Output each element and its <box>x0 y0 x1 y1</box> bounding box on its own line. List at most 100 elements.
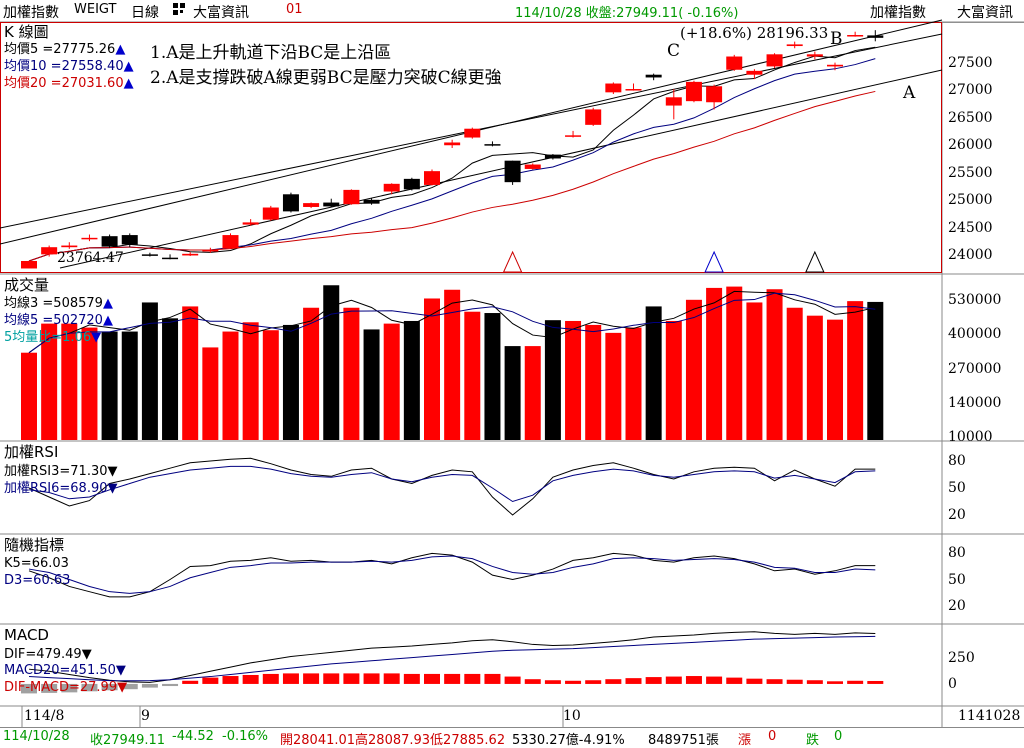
kline-ytick: 25500 <box>948 164 993 181</box>
osc-bar <box>585 680 602 684</box>
osc-bar <box>121 683 138 690</box>
volume-bar <box>403 320 420 440</box>
candle-body <box>806 54 823 57</box>
candle-body <box>282 194 299 212</box>
candle-body <box>625 89 642 91</box>
ma20-line <box>28 90 876 262</box>
macd-ytick: 0 <box>948 675 957 692</box>
grid-icon[interactable] <box>172 2 186 20</box>
status-close: 收27949.11 <box>90 733 166 748</box>
volume-bar <box>645 306 662 440</box>
status-bar: 114/10/28 收27949.11 -44.52 -0.16% 開28041… <box>0 727 1024 748</box>
candle-body <box>746 70 763 75</box>
rsi-title: 加權RSI <box>4 443 59 461</box>
signal-triangle <box>704 250 724 273</box>
ma10-label: 均價10 =27558.40▲ <box>4 59 134 74</box>
candle-body <box>162 257 179 260</box>
osc-bar <box>665 676 682 684</box>
volume-bar <box>343 307 360 440</box>
volume-bar <box>585 324 602 440</box>
volume-bar <box>242 322 259 440</box>
volume-bar <box>121 331 138 440</box>
osc-bar <box>867 680 884 684</box>
osc-bar <box>363 673 380 684</box>
osc-bar <box>162 683 179 687</box>
candle-body <box>323 202 340 207</box>
index-code: WEIGT <box>74 2 117 17</box>
macd-title: MACD <box>4 626 49 644</box>
status-change: -44.52 <box>172 729 214 744</box>
osc-bar <box>464 673 481 684</box>
volume-bar <box>867 301 884 440</box>
candle-body <box>544 154 561 159</box>
osc-bar <box>262 673 279 684</box>
candle-body <box>363 199 380 204</box>
status-pct: -0.16% <box>222 729 268 744</box>
osc-bar <box>41 683 58 693</box>
osc-bar <box>61 683 78 693</box>
rsi-ytick: 20 <box>948 507 966 523</box>
candle-body <box>786 44 803 47</box>
candle-body <box>222 235 239 249</box>
osc-bar <box>685 676 702 684</box>
osc-bar <box>524 679 541 684</box>
line-a-label: A <box>903 83 916 103</box>
date-code: 1141028 <box>958 708 1021 724</box>
candle-body <box>766 54 783 67</box>
volume-bar <box>222 331 239 440</box>
annotation-2: 2.A是支撐跌破A線更弱BC是壓力突破C線更強 <box>150 68 502 88</box>
status-down-value: 0 <box>834 729 843 744</box>
volume-bar <box>524 346 541 440</box>
osc-bar <box>786 679 803 684</box>
osc-bar <box>504 676 521 684</box>
status-volume: 5330.27億-4.91% <box>512 733 625 748</box>
candle-body <box>685 81 702 102</box>
volume-bar <box>141 302 158 440</box>
candle-body <box>182 253 199 256</box>
volume-bar <box>101 331 118 440</box>
candle-body <box>141 254 158 256</box>
osc-bar <box>726 677 743 684</box>
kline-ytick: 24000 <box>948 247 993 264</box>
volume-bar <box>464 311 481 440</box>
volume-bar <box>786 307 803 440</box>
osc-bar <box>847 680 864 684</box>
osc-bar <box>383 673 400 684</box>
vol-ma3-line <box>28 290 876 354</box>
quote-text: 114/10/28 收盤:27949.11( -0.16%) <box>515 6 739 21</box>
candle-body <box>484 144 501 146</box>
volume-ytick: 270000 <box>948 360 1002 377</box>
low-label: 23764.47 <box>57 250 124 266</box>
status-date: 114/10/28 <box>3 729 70 744</box>
volume-bar <box>504 346 521 440</box>
volume-bar <box>565 320 582 440</box>
vol-ma5-label: 均線5 =502720▲ <box>4 313 113 328</box>
osc-bar <box>484 673 501 684</box>
status-down-label: 跌 <box>806 733 820 748</box>
provider: 大富資訊 <box>193 5 249 21</box>
volume-bar <box>706 287 723 440</box>
channel-line-a <box>59 69 943 269</box>
signal-triangle <box>805 250 825 273</box>
period-label[interactable]: 日線 <box>131 5 159 21</box>
candle-body <box>41 247 58 255</box>
volume-bar <box>847 301 864 440</box>
macd-label: MACD20=451.50▼ <box>4 663 126 678</box>
status-up-label: 漲 <box>738 733 752 748</box>
volume-bar <box>605 332 622 440</box>
volume-bar <box>444 289 461 440</box>
status-lots: 8489751張 <box>648 733 719 748</box>
osc-bar <box>766 679 783 684</box>
volume-bar <box>41 323 58 440</box>
header-bar: 加權指數 WEIGT 日線 大富資訊 01 114/10/28 收盤:27949… <box>0 0 1024 23</box>
candle-body <box>403 178 420 190</box>
osc-bar <box>323 673 340 684</box>
volume-bar <box>827 319 843 440</box>
candle-body <box>847 35 864 37</box>
macd-line <box>28 635 876 682</box>
status-ohl: 開28041.01高28087.93低27885.62 <box>280 733 506 748</box>
volume-bar <box>303 307 320 440</box>
candle-body <box>383 183 400 192</box>
index-name: 加權指數 <box>3 5 59 21</box>
volume-ytick: 10000 <box>948 429 993 446</box>
